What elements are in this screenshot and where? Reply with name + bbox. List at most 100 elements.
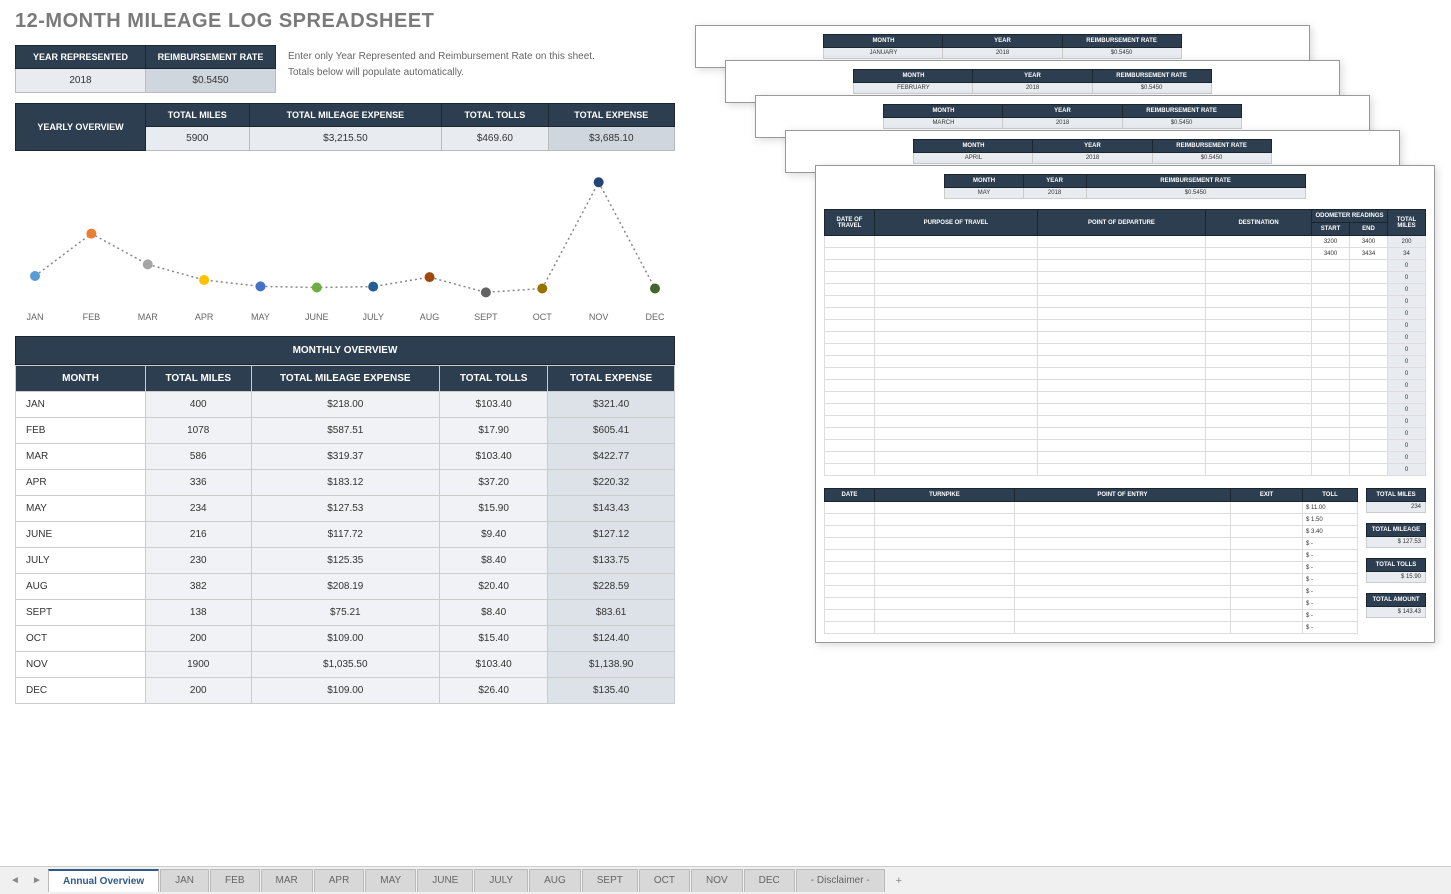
monthly-cell[interactable]: $103.40 [440,652,548,678]
monthly-cell[interactable]: 336 [146,470,252,496]
svg-text:DEC: DEC [645,312,665,322]
page-title: 12-MONTH MILEAGE LOG SPREADSHEET [15,10,675,33]
monthly-cell[interactable]: JAN [16,392,146,418]
tab--disclaimer-[interactable]: - Disclaimer - [796,869,885,892]
monthly-cell[interactable]: 1900 [146,652,252,678]
tab-apr[interactable]: APR [314,869,365,892]
monthly-cell[interactable]: $127.12 [548,522,675,548]
monthly-cell[interactable]: $143.43 [548,496,675,522]
monthly-row: MAY234$127.53$15.90$143.43 [16,496,675,522]
monthly-cell[interactable]: $1,035.50 [251,652,440,678]
monthly-cell[interactable]: 200 [146,626,252,652]
monthly-cell[interactable]: $15.40 [440,626,548,652]
monthly-cell[interactable]: 216 [146,522,252,548]
monthly-cell[interactable]: $83.61 [548,600,675,626]
monthly-row: AUG382$208.19$20.40$228.59 [16,574,675,600]
monthly-cell[interactable]: $1,138.90 [548,652,675,678]
monthly-header-2: TOTAL MILEAGE EXPENSE [251,366,440,392]
svg-text:MAY: MAY [251,312,270,322]
tab-july[interactable]: JULY [474,869,528,892]
monthly-cell[interactable]: $183.12 [251,470,440,496]
monthly-cell[interactable]: $124.40 [548,626,675,652]
tab-may[interactable]: MAY [365,869,416,892]
svg-text:JUNE: JUNE [305,312,329,322]
tab-nav-next[interactable]: ► [26,871,48,891]
monthly-header-0: MONTH [16,366,146,392]
monthly-cell[interactable]: $587.51 [251,418,440,444]
monthly-cell[interactable]: AUG [16,574,146,600]
monthly-cell[interactable]: 382 [146,574,252,600]
monthly-cell[interactable]: 230 [146,548,252,574]
monthly-cell[interactable]: NOV [16,652,146,678]
monthly-cell[interactable]: DEC [16,678,146,704]
instructions: Enter only Year Represented and Reimburs… [288,45,595,93]
overview-header-1: TOTAL MILEAGE EXPENSE [249,104,442,127]
monthly-cell[interactable]: $75.21 [251,600,440,626]
monthly-cell[interactable]: APR [16,470,146,496]
monthly-cell[interactable]: $103.40 [440,392,548,418]
monthly-cell[interactable]: $8.40 [440,548,548,574]
tab-sept[interactable]: SEPT [582,869,638,892]
svg-text:MAR: MAR [138,312,159,322]
monthly-row: DEC200$109.00$26.40$135.40 [16,678,675,704]
monthly-cell[interactable]: MAR [16,444,146,470]
tab-june[interactable]: JUNE [417,869,473,892]
monthly-cell[interactable]: $9.40 [440,522,548,548]
tab-annual-overview[interactable]: Annual Overview [48,869,159,892]
monthly-cell[interactable]: 138 [146,600,252,626]
monthly-cell[interactable]: $220.32 [548,470,675,496]
monthly-row: JAN400$218.00$103.40$321.40 [16,392,675,418]
tab-mar[interactable]: MAR [261,869,313,892]
overview-header-2: TOTAL TOLLS [442,104,548,127]
svg-text:SEPT: SEPT [474,312,498,322]
tab-jan[interactable]: JAN [160,869,209,892]
monthly-cell[interactable]: $228.59 [548,574,675,600]
year-value[interactable]: 2018 [16,69,146,93]
monthly-header-4: TOTAL EXPENSE [548,366,675,392]
overview-value-0: 5900 [146,127,250,151]
monthly-cell[interactable]: $26.40 [440,678,548,704]
monthly-cell[interactable]: $319.37 [251,444,440,470]
monthly-cell[interactable]: $37.20 [440,470,548,496]
monthly-cell[interactable]: $109.00 [251,678,440,704]
monthly-cell[interactable]: MAY [16,496,146,522]
monthly-cell[interactable]: $125.35 [251,548,440,574]
monthly-cell[interactable]: $135.40 [548,678,675,704]
monthly-cell[interactable]: 586 [146,444,252,470]
monthly-cell[interactable]: 234 [146,496,252,522]
monthly-cell[interactable]: $109.00 [251,626,440,652]
monthly-cell[interactable]: FEB [16,418,146,444]
tab-feb[interactable]: FEB [210,869,259,892]
monthly-cell[interactable]: 400 [146,392,252,418]
tab-nov[interactable]: NOV [691,869,743,892]
monthly-cell[interactable]: $218.00 [251,392,440,418]
monthly-cell[interactable]: $605.41 [548,418,675,444]
monthly-cell[interactable]: $20.40 [440,574,548,600]
tab-nav-prev[interactable]: ◄ [4,871,26,891]
tab-add-button[interactable]: + [886,871,912,891]
monthly-cell[interactable]: OCT [16,626,146,652]
monthly-cell[interactable]: $15.90 [440,496,548,522]
monthly-cell[interactable]: SEPT [16,600,146,626]
monthly-cell[interactable]: $208.19 [251,574,440,600]
monthly-cell[interactable]: $133.75 [548,548,675,574]
monthly-cell[interactable]: $321.40 [548,392,675,418]
monthly-cell[interactable]: 1078 [146,418,252,444]
monthly-row: SEPT138$75.21$8.40$83.61 [16,600,675,626]
monthly-cell[interactable]: $17.90 [440,418,548,444]
monthly-cell[interactable]: $422.77 [548,444,675,470]
tab-oct[interactable]: OCT [639,869,690,892]
monthly-cell[interactable]: $127.53 [251,496,440,522]
rate-value[interactable]: $0.5450 [146,69,276,93]
monthly-cell[interactable]: $8.40 [440,600,548,626]
tab-dec[interactable]: DEC [744,869,795,892]
monthly-cell[interactable]: JUNE [16,522,146,548]
monthly-cell[interactable]: $103.40 [440,444,548,470]
monthly-row: JULY230$125.35$8.40$133.75 [16,548,675,574]
tab-aug[interactable]: AUG [529,869,581,892]
monthly-cell[interactable]: 200 [146,678,252,704]
instruction-line-2: Totals below will populate automatically… [288,65,595,81]
overview-header-0: TOTAL MILES [146,104,250,127]
monthly-cell[interactable]: $117.72 [251,522,440,548]
monthly-cell[interactable]: JULY [16,548,146,574]
